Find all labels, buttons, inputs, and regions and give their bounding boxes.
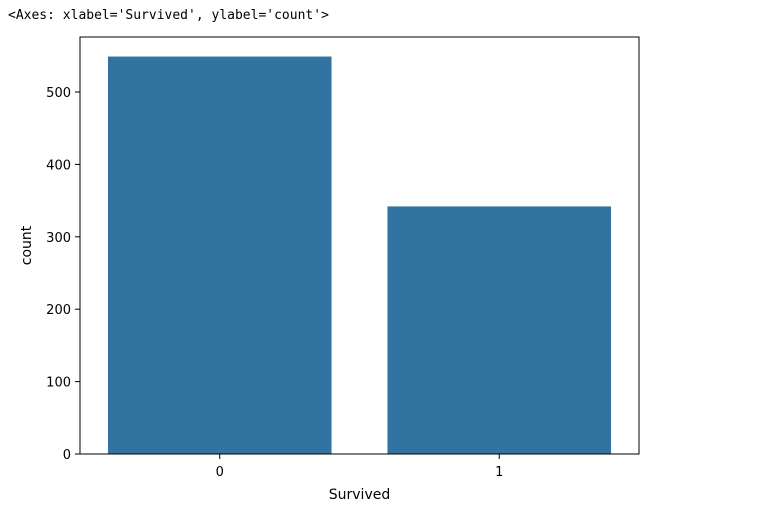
bar-0 [107, 56, 332, 454]
x-axis-label: Survived [329, 487, 390, 503]
y-axis-label: count [19, 225, 35, 265]
axes-repr-output: <Axes: xlabel='Survived', ylabel='count'… [8, 8, 329, 23]
bars-group [107, 56, 612, 454]
y-tick-label: 200 [46, 303, 71, 318]
bar-1 [387, 206, 612, 454]
y-tick-label: 300 [46, 231, 71, 246]
x-tick-label: 1 [495, 465, 503, 480]
y-tick-label: 400 [46, 158, 71, 173]
y-tick-label: 100 [46, 376, 71, 391]
axes-frame [79, 36, 640, 455]
y-tick-label: 0 [63, 448, 71, 463]
y-tick-label: 500 [46, 86, 71, 101]
y-axis-ticks: 0 100 200 300 400 500 [46, 86, 80, 463]
x-tick-label: 0 [216, 465, 224, 480]
